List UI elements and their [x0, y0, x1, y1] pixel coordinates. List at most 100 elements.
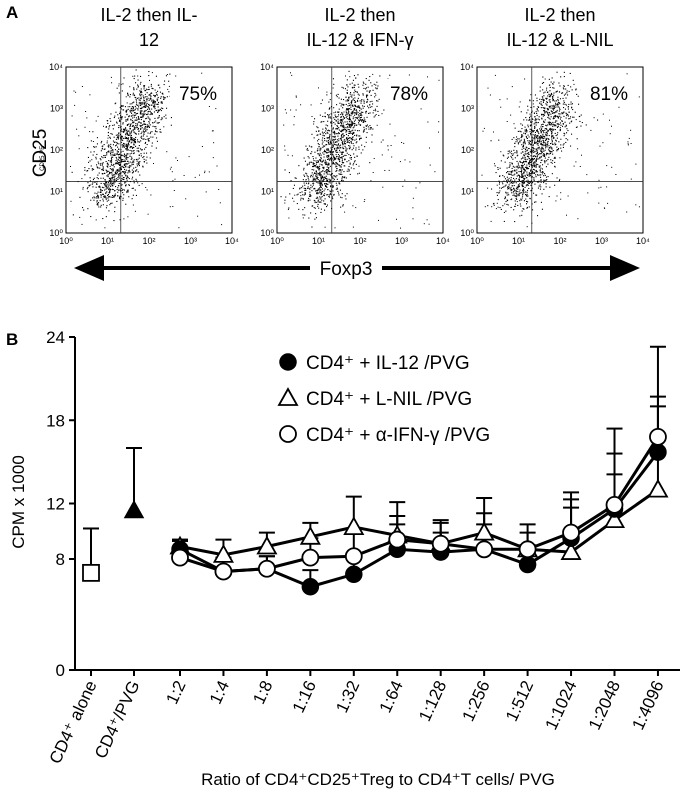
flow-event-dot [554, 114, 556, 116]
flow-event-dot [542, 101, 544, 103]
flow-event-dot [133, 125, 135, 127]
flow-event-dot [533, 123, 535, 125]
flow-event-dot [111, 177, 113, 179]
flow-event-dot [352, 122, 354, 124]
flow-event-dot [521, 167, 523, 169]
flow-event-dot [133, 139, 135, 141]
flow-event-dot [156, 122, 158, 124]
flow-event-dot [294, 194, 296, 196]
flow-event-dot [540, 135, 542, 137]
flow-event-dot [317, 188, 319, 190]
flow-event-dot [135, 170, 137, 172]
flow-event-dot [92, 131, 94, 133]
flow-event-dot [129, 106, 131, 108]
flow-event-dot [324, 193, 326, 195]
flow-event-dot [337, 125, 339, 127]
flow-event-dot [507, 200, 509, 202]
flow-event-dot [345, 177, 347, 179]
flow-event-dot [348, 97, 350, 99]
flow-event-dot [598, 202, 600, 204]
flow-event-dot [330, 149, 332, 151]
flow-event-dot [134, 140, 136, 142]
flow-event-dot [139, 161, 141, 163]
flow-event-dot [345, 75, 346, 77]
flow-event-dot [542, 113, 544, 115]
x-tick-label: 10⁴ [636, 236, 650, 246]
flow-event-dot [389, 123, 391, 125]
flow-event-dot [107, 145, 109, 147]
flow-event-dot [91, 168, 93, 170]
flow-event-dot [337, 122, 339, 124]
flow-event-dot [319, 192, 321, 194]
flow-event-dot [90, 199, 92, 201]
flow-event-dot [140, 122, 142, 124]
flow-event-dot [538, 136, 540, 138]
flow-event-dot [527, 124, 529, 126]
flow-event-dot [133, 101, 135, 103]
flow-event-dot [509, 173, 511, 175]
flow-event-dot [543, 113, 545, 115]
flow-event-dot [313, 169, 315, 171]
flow-event-dot [522, 180, 524, 182]
flow-event-dot [521, 199, 523, 201]
flow-event-dot [108, 196, 110, 198]
flow-event-dot [364, 146, 366, 148]
flow-event-dot [516, 191, 518, 193]
flow-event-dot [341, 153, 343, 155]
flow-event-dot [540, 179, 542, 181]
flow-event-dot [520, 172, 522, 174]
flow-event-dot [528, 148, 530, 150]
flow-event-dot [326, 206, 328, 208]
flow-event-dot [109, 172, 111, 174]
flow-event-dot [357, 130, 359, 132]
flow-event-dot [310, 195, 312, 197]
flow-event-dot [499, 190, 501, 192]
flow-event-dot [137, 158, 139, 160]
flow-event-dot [502, 175, 504, 177]
flow-event-dot [363, 201, 365, 202]
flow-event-dot [108, 199, 110, 201]
flow-event-dot [104, 148, 106, 150]
flow-event-dot [163, 98, 165, 100]
flow-event-dot [540, 186, 542, 188]
flow-event-dot [389, 74, 391, 76]
flow-event-dot [528, 152, 530, 154]
flow-event-dot [491, 188, 493, 190]
flow-event-dot [335, 119, 337, 121]
flow-event-dot [126, 160, 128, 162]
flow-event-dot [114, 115, 116, 117]
flow-event-dot [538, 165, 540, 167]
flow-event-dot [347, 86, 349, 88]
flow-event-dot [98, 163, 100, 165]
flow-event-dot [322, 152, 324, 154]
flow-event-dot [108, 189, 110, 191]
flow-event-dot [146, 144, 148, 146]
flow-event-dot [134, 128, 136, 130]
x-tick-label: 1:4096 [628, 678, 667, 733]
flow-event-dot [357, 119, 359, 121]
flow-event-dot [566, 113, 568, 115]
x-tick-label: 1:8 [249, 678, 276, 707]
flow-event-dot [127, 139, 129, 141]
flow-event-dot [348, 104, 350, 106]
flow-event-dot [166, 96, 168, 98]
flow-event-dot [308, 162, 310, 164]
flow-event-dot [155, 128, 157, 130]
flow-event-dot [333, 194, 335, 196]
flow-event-dot [343, 139, 345, 141]
flow-event-dot [378, 114, 380, 116]
flow-event-dot [97, 191, 99, 193]
flow-event-dot [295, 177, 297, 179]
flow-event-dot [133, 138, 135, 140]
flow-event-dot [307, 149, 309, 151]
flow-event-dot [341, 126, 343, 128]
flow-event-dot [351, 132, 353, 134]
flow-event-dot [156, 103, 158, 105]
flow-event-dot [293, 124, 295, 126]
flow-event-dot [524, 126, 526, 128]
flow-event-dot [106, 175, 108, 177]
flow-event-dot [540, 124, 542, 126]
flow-event-dot [525, 198, 527, 200]
flow-event-dot [84, 126, 86, 128]
flow-event-dot [506, 176, 508, 178]
